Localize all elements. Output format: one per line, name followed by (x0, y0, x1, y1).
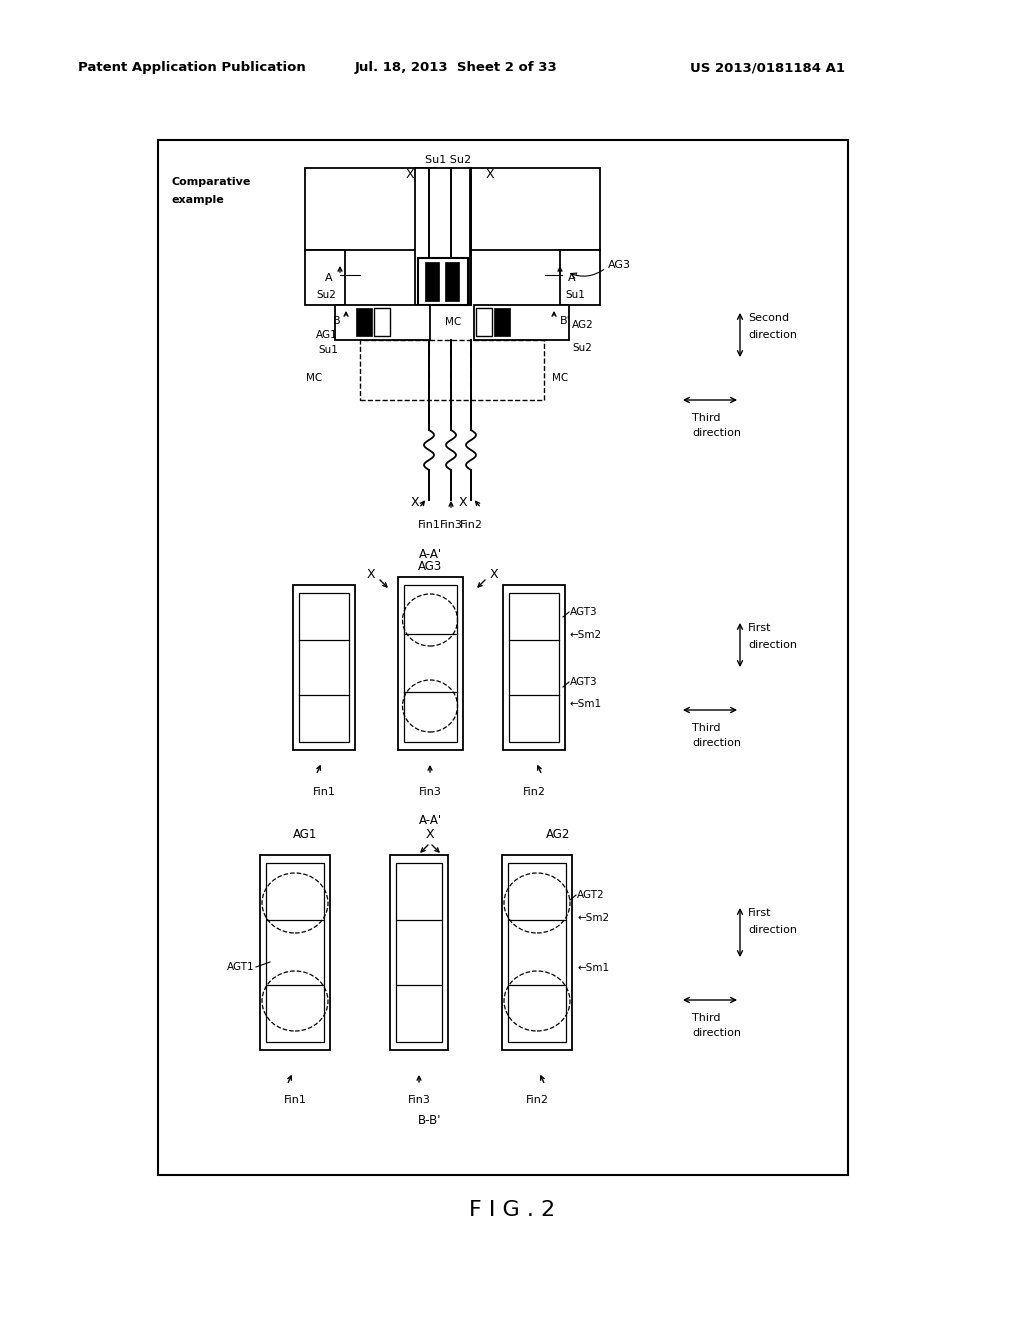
Bar (474, 305, 569, 341)
Text: Second: Second (748, 313, 790, 323)
Bar (494, 308, 510, 337)
Text: AGT2: AGT2 (577, 890, 604, 900)
Text: Fin3: Fin3 (408, 1096, 430, 1105)
Bar (374, 308, 390, 337)
Bar (293, 585, 355, 750)
Text: AG1: AG1 (316, 330, 338, 341)
Text: ←Sm1: ←Sm1 (577, 964, 609, 973)
Text: AGT3: AGT3 (570, 677, 598, 686)
Bar (445, 261, 459, 301)
Text: direction: direction (692, 738, 741, 748)
Text: X: X (459, 495, 468, 508)
Text: X: X (406, 168, 414, 181)
Text: Su1 Su2: Su1 Su2 (425, 154, 471, 165)
Bar (158, 140, 848, 1175)
Text: AGT3: AGT3 (570, 607, 598, 616)
Text: example: example (172, 195, 224, 205)
Text: Fin2: Fin2 (522, 787, 546, 797)
Text: Third: Third (692, 1012, 721, 1023)
Text: Su2: Su2 (316, 290, 336, 300)
Text: B': B' (560, 315, 570, 326)
Text: A': A' (568, 273, 579, 282)
Bar (299, 593, 349, 742)
Text: AG2: AG2 (572, 319, 594, 330)
Bar (509, 593, 559, 742)
Bar (415, 168, 470, 305)
Bar (503, 585, 565, 750)
Bar (335, 305, 430, 341)
Text: Fin1: Fin1 (284, 1096, 306, 1105)
Bar (266, 863, 324, 1041)
Bar (470, 168, 600, 249)
Text: MC: MC (306, 374, 322, 383)
Text: B-B': B-B' (418, 1114, 441, 1126)
Text: F I G . 2: F I G . 2 (469, 1200, 555, 1220)
Bar (260, 855, 330, 1049)
Bar (425, 261, 439, 301)
Text: direction: direction (748, 640, 797, 649)
Bar (390, 855, 449, 1049)
Text: A-A': A-A' (419, 813, 441, 826)
Text: Su2: Su2 (572, 343, 592, 352)
Text: Third: Third (692, 413, 721, 422)
Text: AG2: AG2 (546, 829, 570, 842)
Bar (396, 863, 442, 1041)
Bar (502, 855, 572, 1049)
Text: Jul. 18, 2013  Sheet 2 of 33: Jul. 18, 2013 Sheet 2 of 33 (355, 62, 558, 74)
Text: direction: direction (748, 925, 797, 935)
Text: AG1: AG1 (293, 829, 317, 842)
Text: B: B (333, 315, 340, 326)
Text: Fin2: Fin2 (460, 520, 482, 531)
Text: direction: direction (692, 1028, 741, 1038)
Text: Fin3: Fin3 (439, 520, 463, 531)
Text: Fin2: Fin2 (525, 1096, 549, 1105)
Text: A: A (326, 273, 333, 282)
Text: MC: MC (552, 374, 568, 383)
Text: Su1: Su1 (565, 290, 585, 300)
Text: AG3: AG3 (418, 561, 442, 573)
Text: X: X (367, 569, 375, 582)
Text: A-A': A-A' (419, 549, 441, 561)
Text: Fin3: Fin3 (419, 787, 441, 797)
Text: X: X (411, 495, 419, 508)
Text: Fin1: Fin1 (312, 787, 336, 797)
Text: X: X (490, 569, 499, 582)
Text: First: First (748, 623, 771, 634)
Text: Third: Third (692, 723, 721, 733)
Text: AGT1: AGT1 (227, 962, 255, 972)
Bar (356, 308, 372, 337)
Text: Comparative: Comparative (172, 177, 251, 187)
Text: direction: direction (748, 330, 797, 341)
Bar (305, 168, 435, 249)
Text: ←Sm2: ←Sm2 (570, 630, 602, 640)
Text: direction: direction (692, 428, 741, 438)
Bar (404, 585, 457, 742)
Text: MC: MC (444, 317, 461, 327)
Text: Fin1: Fin1 (418, 520, 440, 531)
Bar (305, 249, 345, 305)
Bar (398, 577, 463, 750)
Text: Patent Application Publication: Patent Application Publication (78, 62, 306, 74)
Text: First: First (748, 908, 771, 917)
Text: ←Sm1: ←Sm1 (570, 700, 602, 709)
Text: X: X (426, 829, 434, 842)
Bar (360, 341, 544, 400)
Bar (418, 257, 468, 305)
Text: Su1: Su1 (318, 345, 338, 355)
Bar (508, 863, 566, 1041)
Bar (560, 249, 600, 305)
Text: ←Sm2: ←Sm2 (577, 913, 609, 923)
Text: AG3: AG3 (608, 260, 631, 271)
Text: X: X (486, 168, 495, 181)
Bar (476, 308, 492, 337)
Text: US 2013/0181184 A1: US 2013/0181184 A1 (690, 62, 845, 74)
